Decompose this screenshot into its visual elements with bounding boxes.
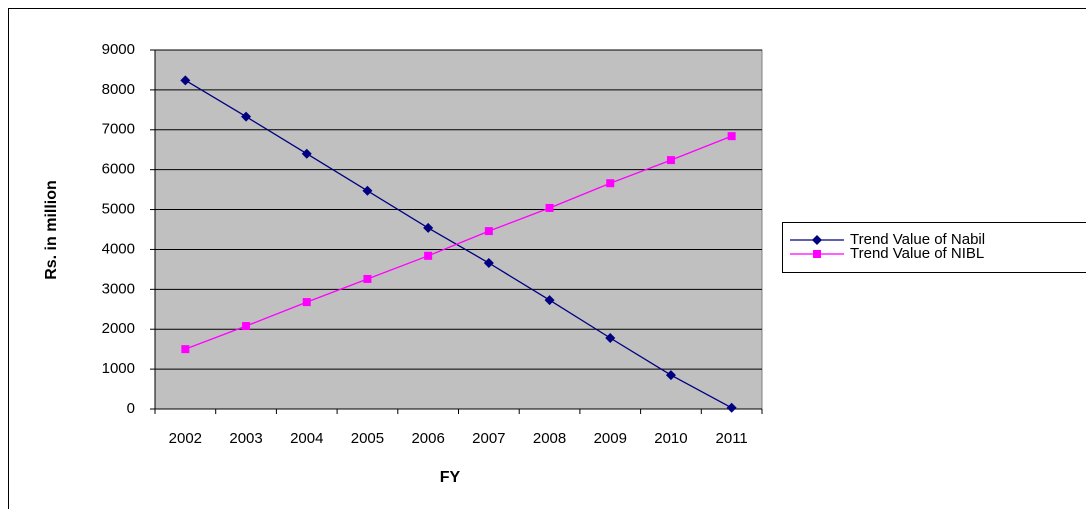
legend-marker bbox=[813, 250, 821, 258]
x-tick-label: 2008 bbox=[533, 430, 566, 447]
marker bbox=[242, 322, 251, 331]
marker bbox=[545, 203, 554, 212]
legend-label: Trend Value of Nabil bbox=[850, 231, 985, 248]
legend bbox=[782, 222, 1086, 273]
x-tick-label: 2004 bbox=[290, 430, 323, 447]
marker bbox=[180, 75, 191, 86]
marker bbox=[423, 222, 434, 233]
marker bbox=[726, 402, 737, 413]
marker bbox=[544, 295, 555, 306]
marker bbox=[484, 227, 493, 236]
x-tick-label: 2003 bbox=[229, 430, 262, 447]
marker bbox=[606, 179, 615, 188]
y-tick-label: 4000 bbox=[102, 240, 135, 257]
marker bbox=[181, 345, 190, 354]
x-tick-label: 2007 bbox=[472, 430, 505, 447]
x-axis-title: FY bbox=[440, 469, 461, 486]
y-tick-label: 5000 bbox=[102, 201, 135, 218]
y-tick-label: 8000 bbox=[102, 81, 135, 98]
series-line bbox=[185, 135, 732, 350]
legend-label: Trend Value of NIBL bbox=[850, 245, 984, 262]
marker bbox=[666, 156, 675, 165]
y-axis-title: Rs. in million bbox=[43, 180, 60, 280]
y-tick-label: 6000 bbox=[102, 161, 135, 178]
y-tick-label: 7000 bbox=[102, 121, 135, 138]
series-line bbox=[185, 79, 732, 409]
x-tick-label: 2010 bbox=[654, 430, 687, 447]
x-tick-label: 2005 bbox=[351, 430, 384, 447]
marker bbox=[605, 332, 616, 343]
marker bbox=[301, 148, 312, 159]
marker bbox=[483, 258, 494, 269]
marker bbox=[362, 185, 373, 196]
y-tick-label: 0 bbox=[127, 400, 135, 417]
x-tick-label: 2002 bbox=[169, 430, 202, 447]
marker bbox=[665, 370, 676, 381]
x-tick-label: 2006 bbox=[411, 430, 444, 447]
y-tick-label: 9000 bbox=[102, 41, 135, 58]
y-tick-label: 3000 bbox=[102, 280, 135, 297]
legend-marker bbox=[812, 235, 822, 245]
marker bbox=[241, 111, 252, 122]
y-tick-label: 1000 bbox=[102, 360, 135, 377]
marker bbox=[363, 274, 372, 283]
y-tick-label: 2000 bbox=[102, 320, 135, 337]
x-tick-label: 2011 bbox=[716, 430, 748, 447]
plot-background bbox=[154, 49, 763, 410]
x-tick-label: 2009 bbox=[594, 430, 627, 447]
marker bbox=[302, 298, 311, 307]
marker bbox=[727, 132, 736, 141]
marker bbox=[424, 251, 433, 260]
